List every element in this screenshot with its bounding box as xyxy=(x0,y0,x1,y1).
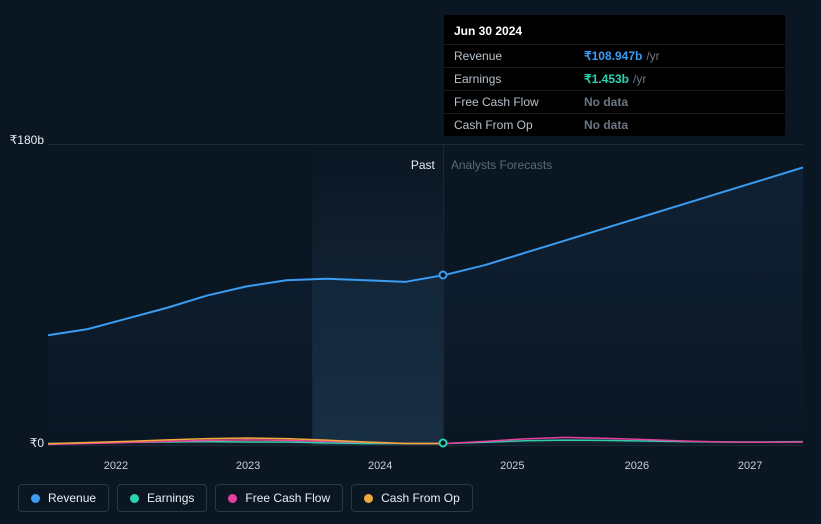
legend-item-free-cash-flow[interactable]: Free Cash Flow xyxy=(215,484,343,512)
tooltip-metric-value: No data xyxy=(584,95,628,109)
tooltip-metric-unit: /yr xyxy=(633,72,646,86)
x-axis-tick: 2022 xyxy=(104,460,128,472)
y-axis-label-bottom: ₹0 xyxy=(30,436,44,450)
chart-plot-area[interactable] xyxy=(48,140,803,445)
tooltip-metric-label: Revenue xyxy=(454,49,584,63)
legend-label: Cash From Op xyxy=(381,491,460,505)
chart-marker xyxy=(438,270,447,279)
x-axis-tick: 2023 xyxy=(236,460,260,472)
x-axis: 2022 2023 2024 2025 2026 2027 xyxy=(48,460,803,476)
tooltip-metric-unit: /yr xyxy=(646,49,659,63)
legend-item-revenue[interactable]: Revenue xyxy=(18,484,109,512)
x-axis-tick: 2027 xyxy=(738,460,762,472)
chart-tooltip: Jun 30 2024 Revenue₹108.947b/yrEarnings₹… xyxy=(444,15,785,136)
tooltip-row: Earnings₹1.453b/yr xyxy=(444,67,785,90)
x-axis-tick: 2026 xyxy=(625,460,649,472)
y-axis-label-top: ₹180b xyxy=(10,133,44,147)
legend-swatch xyxy=(31,494,40,503)
x-axis-tick: 2025 xyxy=(500,460,524,472)
tooltip-metric-value: No data xyxy=(584,118,628,132)
tooltip-row: Revenue₹108.947b/yr xyxy=(444,44,785,67)
tooltip-metric-label: Cash From Op xyxy=(454,118,584,132)
legend-swatch xyxy=(364,494,373,503)
tooltip-metric-label: Earnings xyxy=(454,72,584,86)
tooltip-row: Free Cash FlowNo data xyxy=(444,90,785,113)
legend-label: Earnings xyxy=(147,491,194,505)
chart-svg xyxy=(48,140,803,445)
tooltip-row: Cash From OpNo data xyxy=(444,113,785,136)
tooltip-metric-label: Free Cash Flow xyxy=(454,95,584,109)
legend-item-earnings[interactable]: Earnings xyxy=(117,484,207,512)
tooltip-metric-value: ₹1.453b xyxy=(584,72,629,86)
past-label: Past xyxy=(48,158,435,172)
past-forecast-divider xyxy=(443,144,444,445)
legend-item-cash-from-op[interactable]: Cash From Op xyxy=(351,484,473,512)
chart-marker xyxy=(438,439,447,448)
tooltip-metric-value: ₹108.947b xyxy=(584,49,642,63)
legend-swatch xyxy=(130,494,139,503)
tooltip-date: Jun 30 2024 xyxy=(444,15,785,44)
legend-label: Revenue xyxy=(48,491,96,505)
legend-label: Free Cash Flow xyxy=(245,491,330,505)
forecast-label: Analysts Forecasts xyxy=(451,158,552,172)
legend-swatch xyxy=(228,494,237,503)
x-axis-tick: 2024 xyxy=(368,460,392,472)
chart-legend: Revenue Earnings Free Cash Flow Cash From O… xyxy=(18,484,473,512)
